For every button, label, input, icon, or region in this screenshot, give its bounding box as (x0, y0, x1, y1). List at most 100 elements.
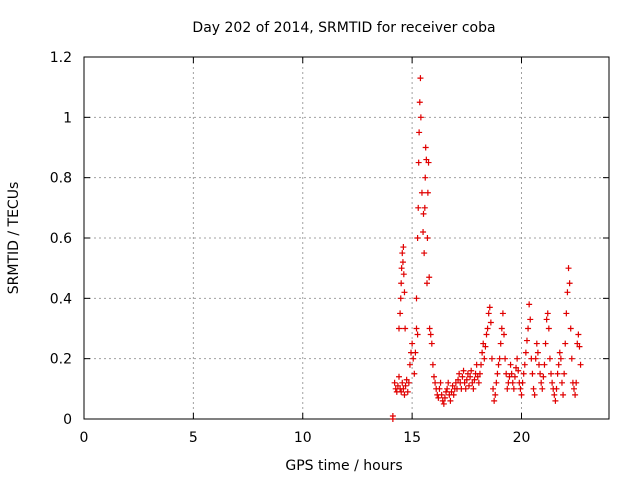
data-point (394, 382, 401, 389)
data-point (556, 349, 563, 356)
data-point (479, 349, 486, 356)
data-point (521, 361, 528, 368)
data-point (397, 295, 404, 302)
y-tick-label: 0 (63, 412, 72, 428)
data-point (496, 355, 503, 362)
data-point (549, 379, 556, 386)
data-point (429, 361, 436, 368)
data-point (551, 391, 558, 398)
data-point (445, 379, 452, 386)
data-point (575, 331, 582, 338)
data-point (480, 340, 487, 347)
data-point (483, 331, 490, 338)
data-point (548, 370, 555, 377)
data-point (428, 340, 435, 347)
data-point (554, 370, 561, 377)
data-point (544, 310, 551, 317)
data-point (400, 385, 407, 392)
data-point (399, 250, 406, 257)
data-point (482, 343, 489, 350)
data-point (398, 280, 405, 287)
data-point (493, 379, 500, 386)
data-point (440, 400, 447, 407)
data-point (503, 370, 510, 377)
data-point (471, 376, 478, 383)
data-point (532, 355, 539, 362)
data-point (499, 310, 506, 317)
data-point (491, 397, 498, 404)
data-point (426, 274, 433, 281)
data-point (538, 379, 545, 386)
data-point (488, 355, 495, 362)
data-point (517, 385, 524, 392)
data-point (531, 391, 538, 398)
data-point (439, 397, 446, 404)
data-point (525, 325, 532, 332)
data-point (509, 379, 516, 386)
data-point (515, 367, 522, 374)
data-point (414, 235, 421, 241)
data-point (497, 340, 504, 347)
data-point (576, 343, 583, 350)
data-point (402, 325, 409, 332)
data-point (400, 244, 407, 251)
data-point (426, 325, 433, 332)
data-point (504, 385, 511, 392)
x-axis-tick-labels: 0 5 10 15 20 (80, 430, 531, 446)
data-point (522, 349, 529, 356)
data-point (411, 370, 418, 377)
data-point (543, 316, 550, 323)
y-axis-tick-labels: 0 0.2 0.4 0.6 0.8 1 1.2 (50, 50, 72, 428)
data-point (546, 355, 553, 362)
data-point (537, 370, 544, 377)
data-point (435, 394, 442, 401)
data-point (541, 361, 548, 368)
data-point (542, 340, 549, 347)
data-point (529, 370, 536, 377)
data-point (526, 301, 533, 308)
data-point (462, 385, 469, 392)
data-point (456, 370, 463, 377)
data-point (553, 385, 560, 392)
data-point (427, 331, 434, 338)
data-point (481, 355, 488, 362)
data-point (498, 325, 505, 332)
data-point (424, 235, 431, 241)
data-point (436, 385, 443, 392)
x-tick-label: 15 (403, 430, 421, 446)
data-point (558, 379, 565, 386)
data-point (399, 259, 406, 266)
data-point (502, 355, 509, 362)
data-point (418, 189, 425, 196)
data-point (568, 355, 575, 362)
data-point (400, 271, 407, 278)
x-tick-label: 20 (513, 430, 531, 446)
data-point (545, 325, 552, 332)
data-point (484, 325, 491, 332)
data-point (424, 280, 430, 287)
data-point (413, 325, 420, 332)
data-point (463, 376, 470, 383)
data-point (511, 373, 518, 380)
y-tick-label: 0.8 (50, 171, 72, 187)
data-point (485, 310, 492, 317)
data-point (460, 367, 467, 374)
data-point (468, 367, 475, 374)
data-point (455, 376, 462, 383)
data-point (560, 391, 567, 398)
data-point (444, 385, 451, 392)
data-point (412, 349, 419, 356)
data-point (424, 189, 431, 196)
data-point (417, 75, 424, 82)
data-point (572, 391, 579, 398)
data-point (557, 355, 564, 362)
data-point (416, 129, 423, 136)
data-point (397, 310, 404, 317)
data-point (441, 394, 448, 401)
data-point (423, 156, 430, 163)
y-tick-label: 1 (63, 110, 72, 126)
data-point (401, 289, 408, 296)
data-point (389, 412, 396, 419)
data-points (389, 75, 584, 422)
